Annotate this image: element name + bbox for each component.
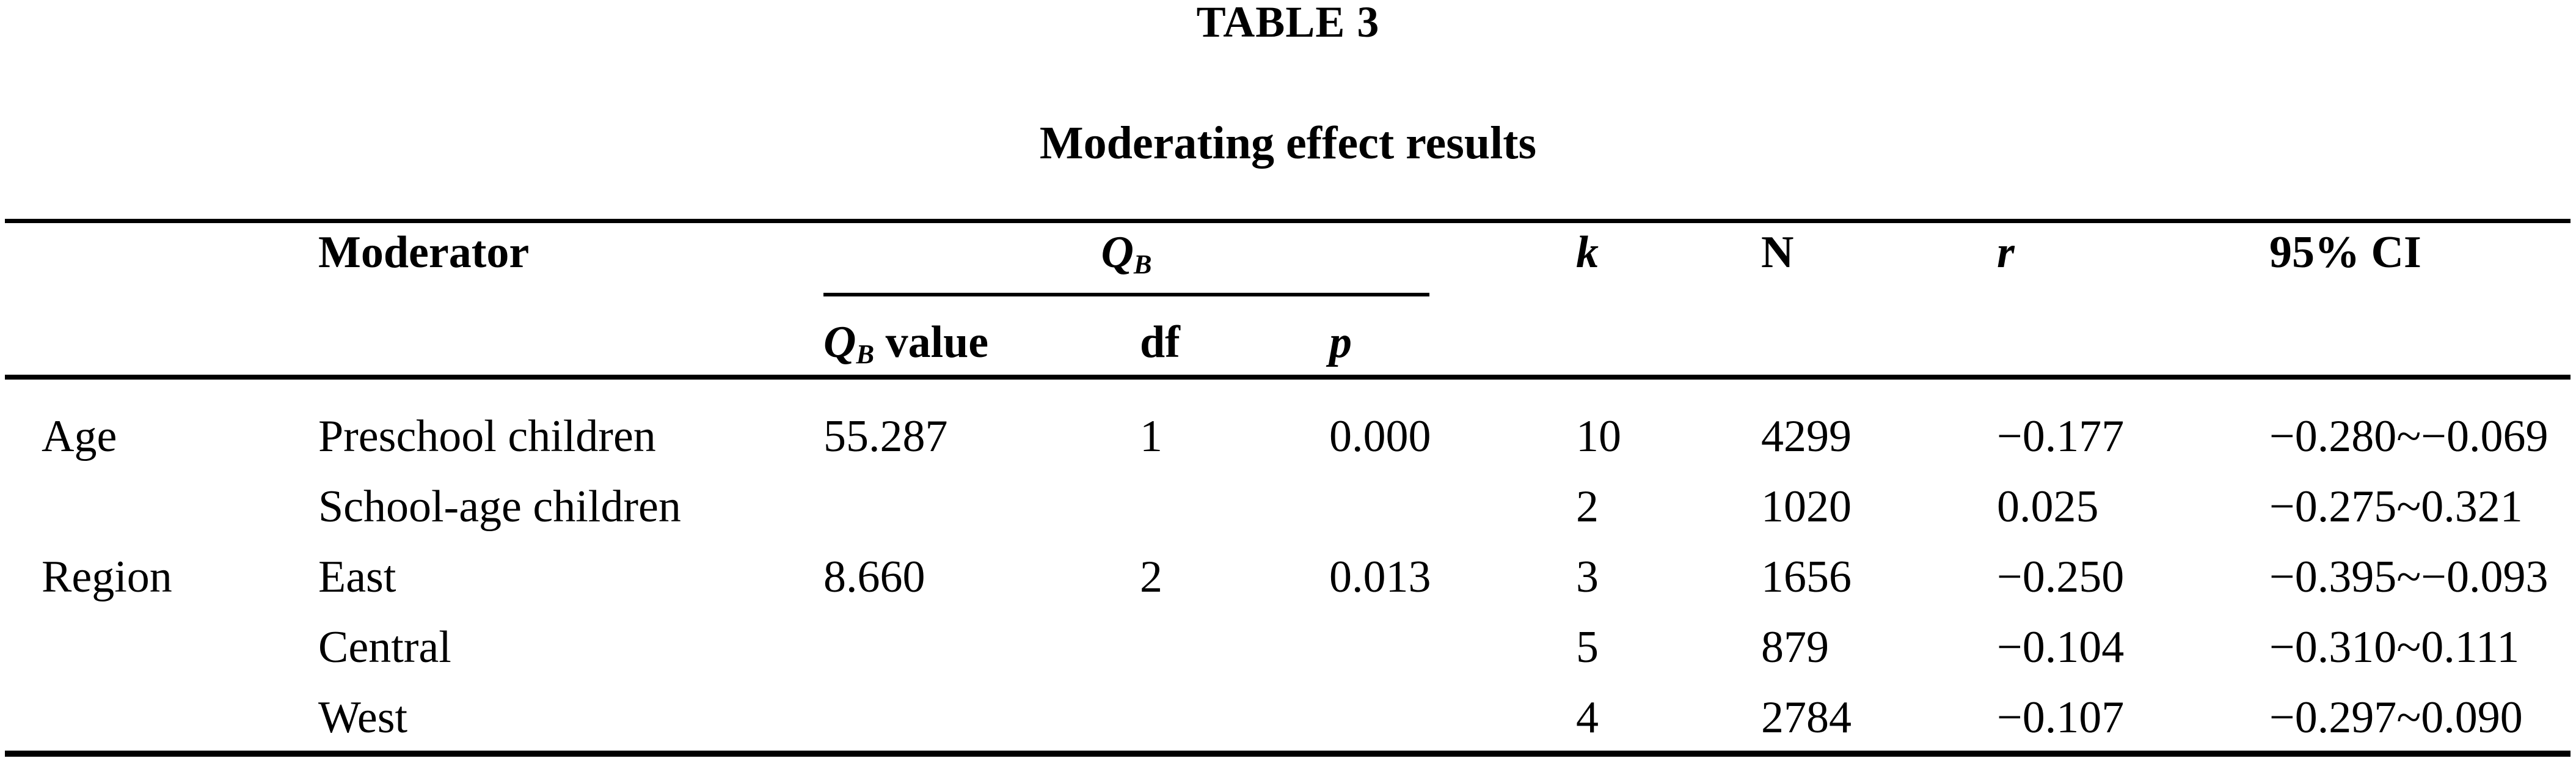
cell-moderator: School-age children	[318, 482, 681, 532]
cell-moderator: East	[318, 552, 396, 602]
column-header-k: k	[1576, 227, 1599, 278]
qb-symbol: Q	[1101, 227, 1134, 278]
cell-moderator: Preschool children	[318, 411, 656, 461]
column-header-qb-value: QB value	[823, 317, 989, 367]
cell-ci: −0.275~0.321	[2269, 482, 2523, 532]
cell-group: Age	[42, 411, 117, 461]
cell-k: 5	[1576, 622, 1599, 672]
column-header-moderator: Moderator	[318, 227, 530, 278]
cell-n: 4299	[1761, 411, 1852, 461]
cell-n: 1020	[1761, 482, 1852, 532]
cell-r: −0.104	[1997, 622, 2125, 672]
qb-subscript: B	[856, 338, 875, 369]
column-header-r: r	[1997, 227, 2015, 278]
table-title: TABLE 3	[1196, 0, 1380, 46]
column-header-df: df	[1140, 317, 1180, 367]
cell-p: 0.013	[1329, 552, 1431, 602]
cell-n: 1656	[1761, 552, 1852, 602]
qb-symbol: Q	[823, 317, 856, 367]
cell-moderator: West	[318, 693, 408, 743]
cell-ci: −0.395~−0.093	[2269, 552, 2549, 602]
table-bottom-rule	[5, 751, 2571, 757]
qb-value-suffix: value	[874, 317, 989, 367]
cell-r: −0.250	[1997, 552, 2125, 602]
cell-k: 10	[1576, 411, 1621, 461]
qb-spanner-underline	[823, 293, 1429, 296]
column-header-ci: 95% CI	[2269, 227, 2421, 278]
cell-p: 0.000	[1329, 411, 1431, 461]
cell-moderator: Central	[318, 622, 451, 672]
cell-r: −0.177	[1997, 411, 2125, 461]
column-header-n: N	[1761, 227, 1794, 278]
cell-k: 3	[1576, 552, 1599, 602]
cell-n: 2784	[1761, 693, 1852, 743]
column-header-p: p	[1329, 317, 1352, 367]
cell-ci: −0.297~0.090	[2269, 693, 2523, 743]
cell-qb-value: 55.287	[823, 411, 948, 461]
cell-qb-value: 8.660	[823, 552, 925, 602]
table-header-rule	[5, 375, 2571, 380]
cell-ci: −0.310~0.111	[2269, 622, 2520, 672]
cell-r: 0.025	[1997, 482, 2099, 532]
cell-df: 1	[1140, 411, 1162, 461]
cell-r: −0.107	[1997, 693, 2125, 743]
cell-ci: −0.280~−0.069	[2269, 411, 2549, 461]
qb-subscript: B	[1133, 248, 1152, 279]
table-top-rule	[5, 219, 2571, 223]
cell-df: 2	[1140, 552, 1162, 602]
cell-n: 879	[1761, 622, 1829, 672]
table-subtitle: Moderating effect results	[1039, 117, 1537, 169]
cell-k: 4	[1576, 693, 1599, 743]
cell-group: Region	[42, 552, 172, 602]
column-header-qb-group: QB	[823, 227, 1429, 278]
cell-k: 2	[1576, 482, 1599, 532]
